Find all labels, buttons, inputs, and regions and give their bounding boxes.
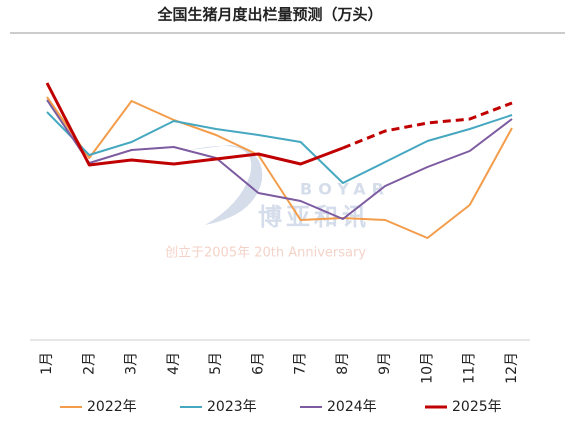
x-tick-label: 12月: [504, 352, 520, 384]
series-line: [342, 101, 513, 150]
series-line: [46, 111, 513, 184]
series-line: [46, 96, 513, 239]
x-tick-label: 4月: [166, 352, 182, 375]
x-tick-label: 7月: [293, 352, 309, 375]
watermark: BOYAR 博亚和讯 创立于2005年 20th Anniversary: [165, 145, 390, 261]
legend-label: 2022年: [87, 399, 137, 415]
x-tick-label: 11月: [462, 352, 478, 384]
series-line: [46, 99, 513, 220]
x-tick-label: 8月: [335, 352, 351, 375]
x-tick-label: 5月: [208, 352, 224, 375]
watermark-text: BOYAR: [300, 180, 390, 199]
legend-item: 2025年: [425, 399, 502, 415]
x-tick-label: 3月: [124, 352, 140, 375]
x-tick-label: 9月: [377, 352, 393, 375]
legend-label: 2025年: [452, 399, 502, 415]
x-tick-label: 10月: [419, 352, 435, 384]
legend-item: 2022年: [60, 399, 137, 415]
x-tick-label: 2月: [81, 352, 97, 375]
watermark-text: 博亚和讯: [258, 203, 370, 231]
legend-item: 2023年: [180, 399, 257, 415]
legend-item: 2024年: [300, 399, 377, 415]
series-line: [45, 82, 344, 167]
legend-label: 2023年: [207, 399, 257, 415]
legend-label: 2024年: [327, 399, 377, 415]
watermark-text: 创立于2005年 20th Anniversary: [165, 246, 366, 261]
x-tick-label: 6月: [250, 352, 266, 375]
chart-title: 全国生猪月度出栏量预测（万头）: [156, 6, 382, 24]
watermark-logo: [190, 145, 263, 225]
x-tick-label: 1月: [39, 352, 55, 375]
